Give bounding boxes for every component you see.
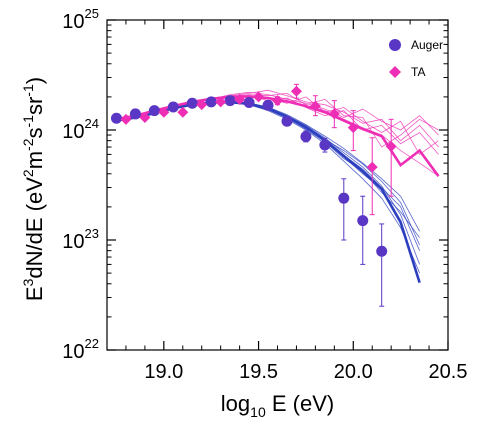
data-point-ta-2 [158,106,170,118]
x-tick-label-2: 20.0 [334,361,373,383]
data-point-auger-5 [205,96,217,108]
data-point-auger-7 [243,96,255,108]
data-point-auger-4 [186,97,198,109]
data-point-ta-14 [385,140,397,152]
x-tick-label-1: 19.5 [239,361,278,383]
data-point-auger-13 [357,215,369,227]
data-point-auger-8 [262,99,274,111]
data-point-ta-11 [328,108,340,120]
x-axis-title: log10 E (eV) [221,391,334,420]
data-point-auger-1 [129,108,141,120]
x-tick-label-0: 19.0 [144,361,183,383]
data-point-ta-0 [120,113,132,125]
data-point-ta-9 [290,85,302,97]
y-tick-label-3: 1025 [62,6,99,33]
data-point-auger-3 [167,101,179,113]
data-point-auger-10 [300,131,312,143]
legend: Auger TA [389,38,443,79]
data-point-ta-4 [196,99,208,111]
data-point-ta-8 [272,95,283,107]
legend-marker-ta [389,66,401,78]
data-point-auger-14 [376,245,388,257]
legend-label-auger: Auger [411,38,443,52]
data-point-ta-1 [139,111,151,123]
plot-area [110,83,440,307]
data-point-ta-13 [366,161,378,173]
y-axis-title: E3dN/dE (eV2m-2s-1sr-1) [20,77,47,301]
data-point-ta-7 [253,91,265,103]
data-point-ta-3 [177,106,189,118]
data-point-auger-6 [224,95,236,107]
data-point-auger-12 [338,192,350,204]
y-tick-label-0: 1022 [62,336,99,363]
y-tick-label-1: 1023 [62,226,99,253]
data-point-ta-5 [215,96,227,108]
data-point-auger-2 [148,105,160,117]
data-point-auger-0 [110,112,122,124]
data-point-ta-6 [234,93,246,105]
axes: 19.0 19.5 20.0 20.5 1022 1023 1024 1025 log10 E … [20,6,467,420]
y-tick-label-2: 1024 [62,116,99,143]
data-point-auger-11 [319,139,331,151]
x-tick-label-3: 20.5 [429,361,468,383]
data-point-auger-9 [281,115,293,127]
data-point-ta-10 [309,100,321,112]
legend-marker-auger [389,39,401,51]
legend-label-ta: TA [411,65,425,79]
data-point-ta-12 [347,122,359,134]
